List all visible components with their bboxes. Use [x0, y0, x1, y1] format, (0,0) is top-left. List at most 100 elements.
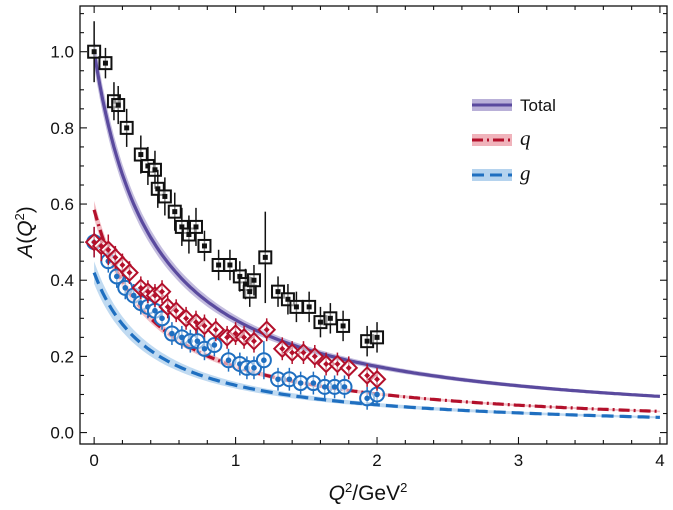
marker-core — [331, 384, 338, 390]
marker-core — [152, 307, 158, 314]
marker-core — [341, 384, 348, 390]
y-tick-label: 0.8 — [50, 119, 74, 138]
data-points — [84, 21, 387, 410]
diamond-point — [120, 261, 139, 285]
y-tick-label: 0.6 — [50, 195, 74, 214]
marker-core — [91, 49, 97, 55]
diamond-point — [339, 356, 359, 380]
marker-core — [327, 315, 333, 321]
marker-core — [211, 342, 218, 348]
marker-core — [306, 304, 312, 310]
marker-core — [317, 319, 323, 325]
marker-core — [289, 349, 296, 356]
diamond-point — [206, 318, 226, 342]
marker-core — [311, 353, 318, 360]
marker-core — [119, 261, 126, 268]
marker-core — [225, 357, 232, 364]
square-point — [119, 108, 134, 147]
marker-core — [251, 277, 257, 283]
square-point — [133, 135, 148, 174]
legend-label-q: q — [520, 126, 531, 150]
circle-point — [108, 264, 125, 288]
marker-core — [122, 285, 129, 291]
circle-point — [255, 341, 272, 380]
marker-core — [105, 246, 112, 253]
square-point — [258, 211, 273, 304]
marker-core — [216, 262, 222, 268]
marker-core — [279, 345, 286, 352]
square-point — [111, 85, 126, 125]
marker-core — [115, 102, 121, 108]
y-tick-label: 0.4 — [50, 271, 74, 290]
square-point — [370, 322, 385, 353]
marker-core — [227, 262, 233, 268]
x-tick-label: 3 — [514, 451, 523, 470]
marker-core — [250, 338, 257, 345]
x-tick-label: 1 — [231, 451, 240, 470]
marker-core — [364, 338, 370, 344]
marker-core — [323, 361, 330, 368]
marker-core — [334, 361, 341, 368]
marker-core — [102, 60, 108, 66]
legend-label-g: g — [520, 161, 531, 185]
marker-core — [179, 224, 185, 230]
marker-core — [145, 163, 151, 169]
curve-total — [92, 51, 661, 398]
marker-core — [285, 296, 291, 302]
square-point — [222, 249, 237, 281]
y-axis-title: A(Q2) — [12, 206, 37, 260]
marker-core — [113, 273, 120, 280]
diamond-point — [257, 318, 277, 342]
marker-core — [345, 364, 352, 371]
marker-core — [162, 193, 168, 199]
marker-core — [275, 376, 281, 383]
marker-core — [169, 330, 175, 337]
marker-core — [286, 376, 293, 383]
legend-band-q — [472, 134, 512, 146]
marker-core — [172, 209, 178, 215]
marker-core — [201, 345, 208, 352]
circle-point — [336, 375, 353, 399]
marker-core — [159, 288, 166, 295]
square-point — [98, 47, 113, 79]
marker-core — [242, 281, 248, 287]
marker-core — [374, 334, 380, 340]
axis-ticks: 0 1 2 3 4 0.0 0.2 0.4 0.6 0.8 1.0 — [50, 6, 667, 470]
marker-core — [194, 338, 201, 344]
y-tick-label: 1.0 — [50, 43, 74, 62]
marker-core — [159, 315, 165, 322]
marker-core — [237, 273, 243, 279]
marker-core — [112, 254, 119, 261]
marker-core — [152, 167, 158, 173]
marker-core — [251, 365, 257, 371]
square-point — [87, 21, 102, 83]
marker-core — [201, 243, 207, 249]
x-axis-title: Q2/GeV2 — [329, 480, 408, 505]
marker-core — [130, 292, 137, 299]
x-tick-label: 0 — [89, 451, 98, 470]
marker-core — [183, 315, 190, 322]
square-point — [197, 230, 212, 262]
diamond-point — [305, 344, 325, 368]
marker-core — [321, 384, 328, 390]
diamond-point — [367, 367, 387, 391]
marker-core — [300, 349, 307, 356]
marker-core — [261, 357, 267, 364]
legend-label-total: Total — [520, 96, 556, 115]
marker-core — [173, 307, 180, 314]
marker-core — [155, 186, 161, 192]
square-point — [211, 249, 226, 281]
diamond-point — [166, 299, 186, 323]
marker-core — [364, 372, 371, 379]
marker-core — [241, 334, 248, 341]
marker-core — [374, 391, 380, 398]
marker-core — [374, 376, 381, 383]
y-tick-label: 0.0 — [50, 424, 74, 443]
marker-core — [212, 326, 219, 333]
marker-core — [138, 152, 144, 158]
circle-point — [292, 371, 309, 395]
y-tick-label: 0.2 — [50, 347, 74, 366]
square-point — [167, 192, 182, 231]
circle-point — [305, 371, 322, 395]
marker-core — [275, 289, 281, 295]
